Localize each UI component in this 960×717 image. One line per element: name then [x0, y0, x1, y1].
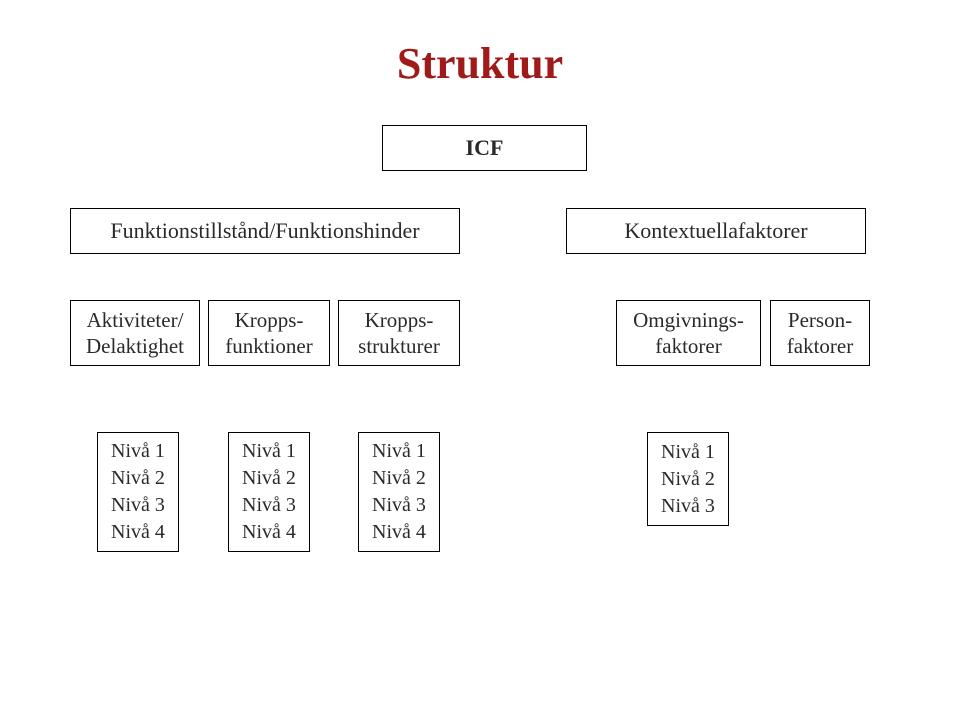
level-box: Nivå 1Nivå 2Nivå 3Nivå 4 [358, 432, 440, 552]
box-kroppsfunktioner: Kropps-funktioner [208, 300, 330, 366]
level-label: Nivå 2 [365, 465, 433, 492]
level-label: Nivå 2 [104, 465, 172, 492]
box-kontextuellafaktorer-label: Kontextuellafaktorer [624, 217, 807, 245]
box-icf-label: ICF [466, 134, 504, 162]
box-funktionstillstand: Funktionstillstånd/Funktionshinder [70, 208, 460, 254]
box-line: Kropps- [215, 307, 323, 333]
level-label: Nivå 3 [235, 492, 303, 519]
box-line: strukturer [345, 333, 453, 359]
box-funktionstillstand-label: Funktionstillstånd/Funktionshinder [110, 217, 419, 245]
level-box: Nivå 1Nivå 2Nivå 3Nivå 4 [97, 432, 179, 552]
level-label: Nivå 1 [235, 438, 303, 465]
box-line: Aktiviteter/ [77, 307, 193, 333]
box-line: Omgivnings- [623, 307, 754, 333]
level-label: Nivå 1 [654, 439, 722, 466]
box-line: Delaktighet [77, 333, 193, 359]
box-personfaktorer: Person-faktorer [770, 300, 870, 366]
level-label: Nivå 1 [104, 438, 172, 465]
box-line: funktioner [215, 333, 323, 359]
level-box: Nivå 1Nivå 2Nivå 3 [647, 432, 729, 526]
level-box: Nivå 1Nivå 2Nivå 3Nivå 4 [228, 432, 310, 552]
box-line: Person- [777, 307, 863, 333]
diagram-canvas: Struktur ICF Funktionstillstånd/Funktion… [0, 0, 960, 717]
level-label: Nivå 4 [235, 519, 303, 546]
box-omgivningsfaktorer: Omgivnings-faktorer [616, 300, 761, 366]
level-label: Nivå 3 [654, 493, 722, 520]
level-label: Nivå 1 [365, 438, 433, 465]
box-kroppsstrukturer: Kropps-strukturer [338, 300, 460, 366]
level-label: Nivå 2 [654, 466, 722, 493]
level-label: Nivå 2 [235, 465, 303, 492]
box-line: faktorer [623, 333, 754, 359]
box-line: faktorer [777, 333, 863, 359]
level-label: Nivå 3 [104, 492, 172, 519]
box-aktiviteter-delaktighet: Aktiviteter/Delaktighet [70, 300, 200, 366]
level-label: Nivå 4 [104, 519, 172, 546]
box-icf: ICF [382, 125, 587, 171]
diagram-title: Struktur [0, 38, 960, 89]
level-label: Nivå 4 [365, 519, 433, 546]
box-kontextuellafaktorer: Kontextuellafaktorer [566, 208, 866, 254]
level-label: Nivå 3 [365, 492, 433, 519]
box-line: Kropps- [345, 307, 453, 333]
